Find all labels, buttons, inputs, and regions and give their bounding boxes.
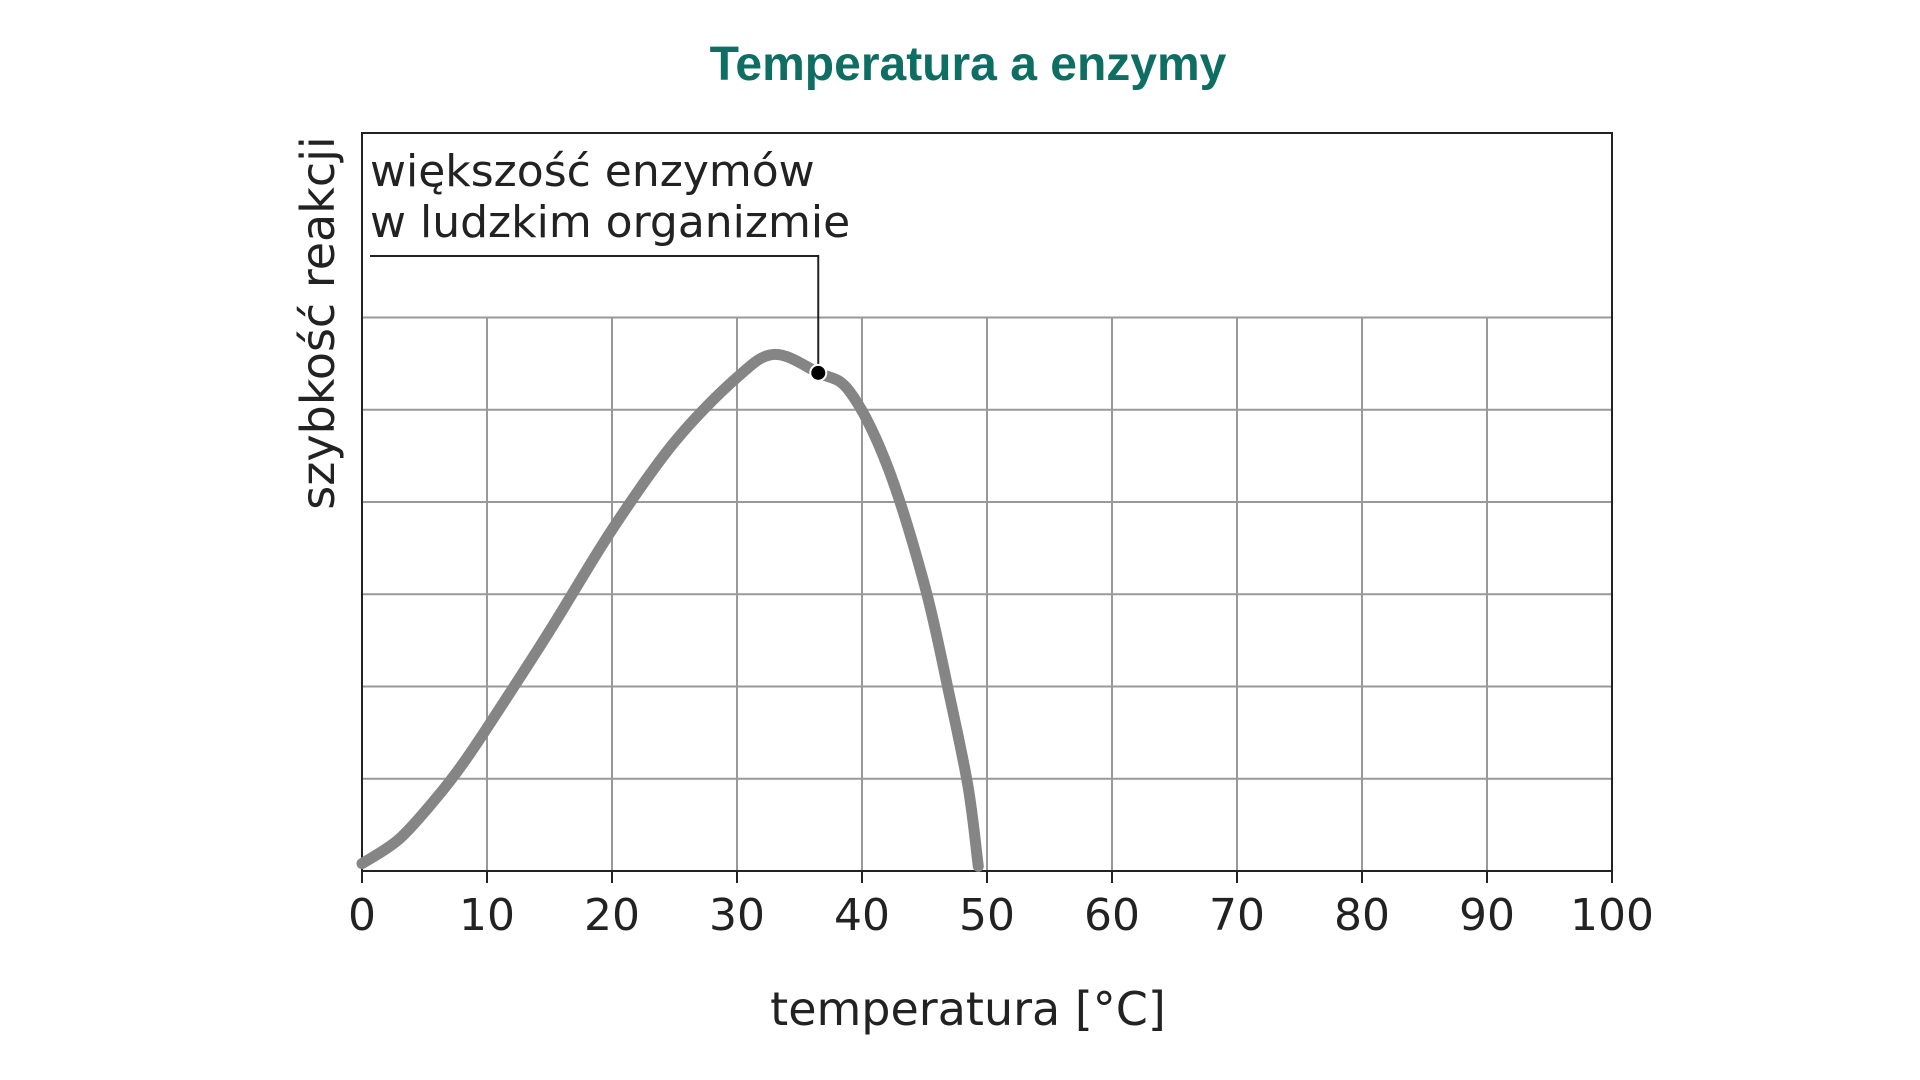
x-tick-label: 60 (1084, 890, 1140, 941)
y-axis-label: szybkość reakcji (291, 136, 345, 509)
annotation-text-line: w ludzkim organizmie (370, 197, 850, 248)
reaction-rate-curve (356, 348, 984, 872)
x-tick-label: 90 (1459, 890, 1515, 941)
x-tick-label: 30 (709, 890, 765, 941)
optimum-marker (809, 363, 828, 382)
annotation-leader-line (370, 255, 820, 373)
x-tick-label: 100 (1570, 890, 1654, 941)
x-tick-label: 40 (834, 890, 890, 941)
x-tick-label: 0 (348, 890, 376, 941)
x-tick-label: 10 (459, 890, 515, 941)
x-tick-labels: 0 10 20 30 40 50 60 70 80 90 100 (348, 871, 1654, 941)
x-tick-label: 50 (959, 890, 1015, 941)
x-tick-label: 80 (1334, 890, 1390, 941)
curve-layer (356, 348, 984, 872)
x-tick-label: 70 (1209, 890, 1265, 941)
gridlines (362, 316, 1612, 871)
x-tick-label: 20 (584, 890, 640, 941)
x-axis-label: temperatura [°C] (770, 982, 1166, 1036)
annotation-text-line: większość enzymów (370, 146, 815, 197)
chart-title: Temperatura a enzymy (710, 38, 1227, 91)
